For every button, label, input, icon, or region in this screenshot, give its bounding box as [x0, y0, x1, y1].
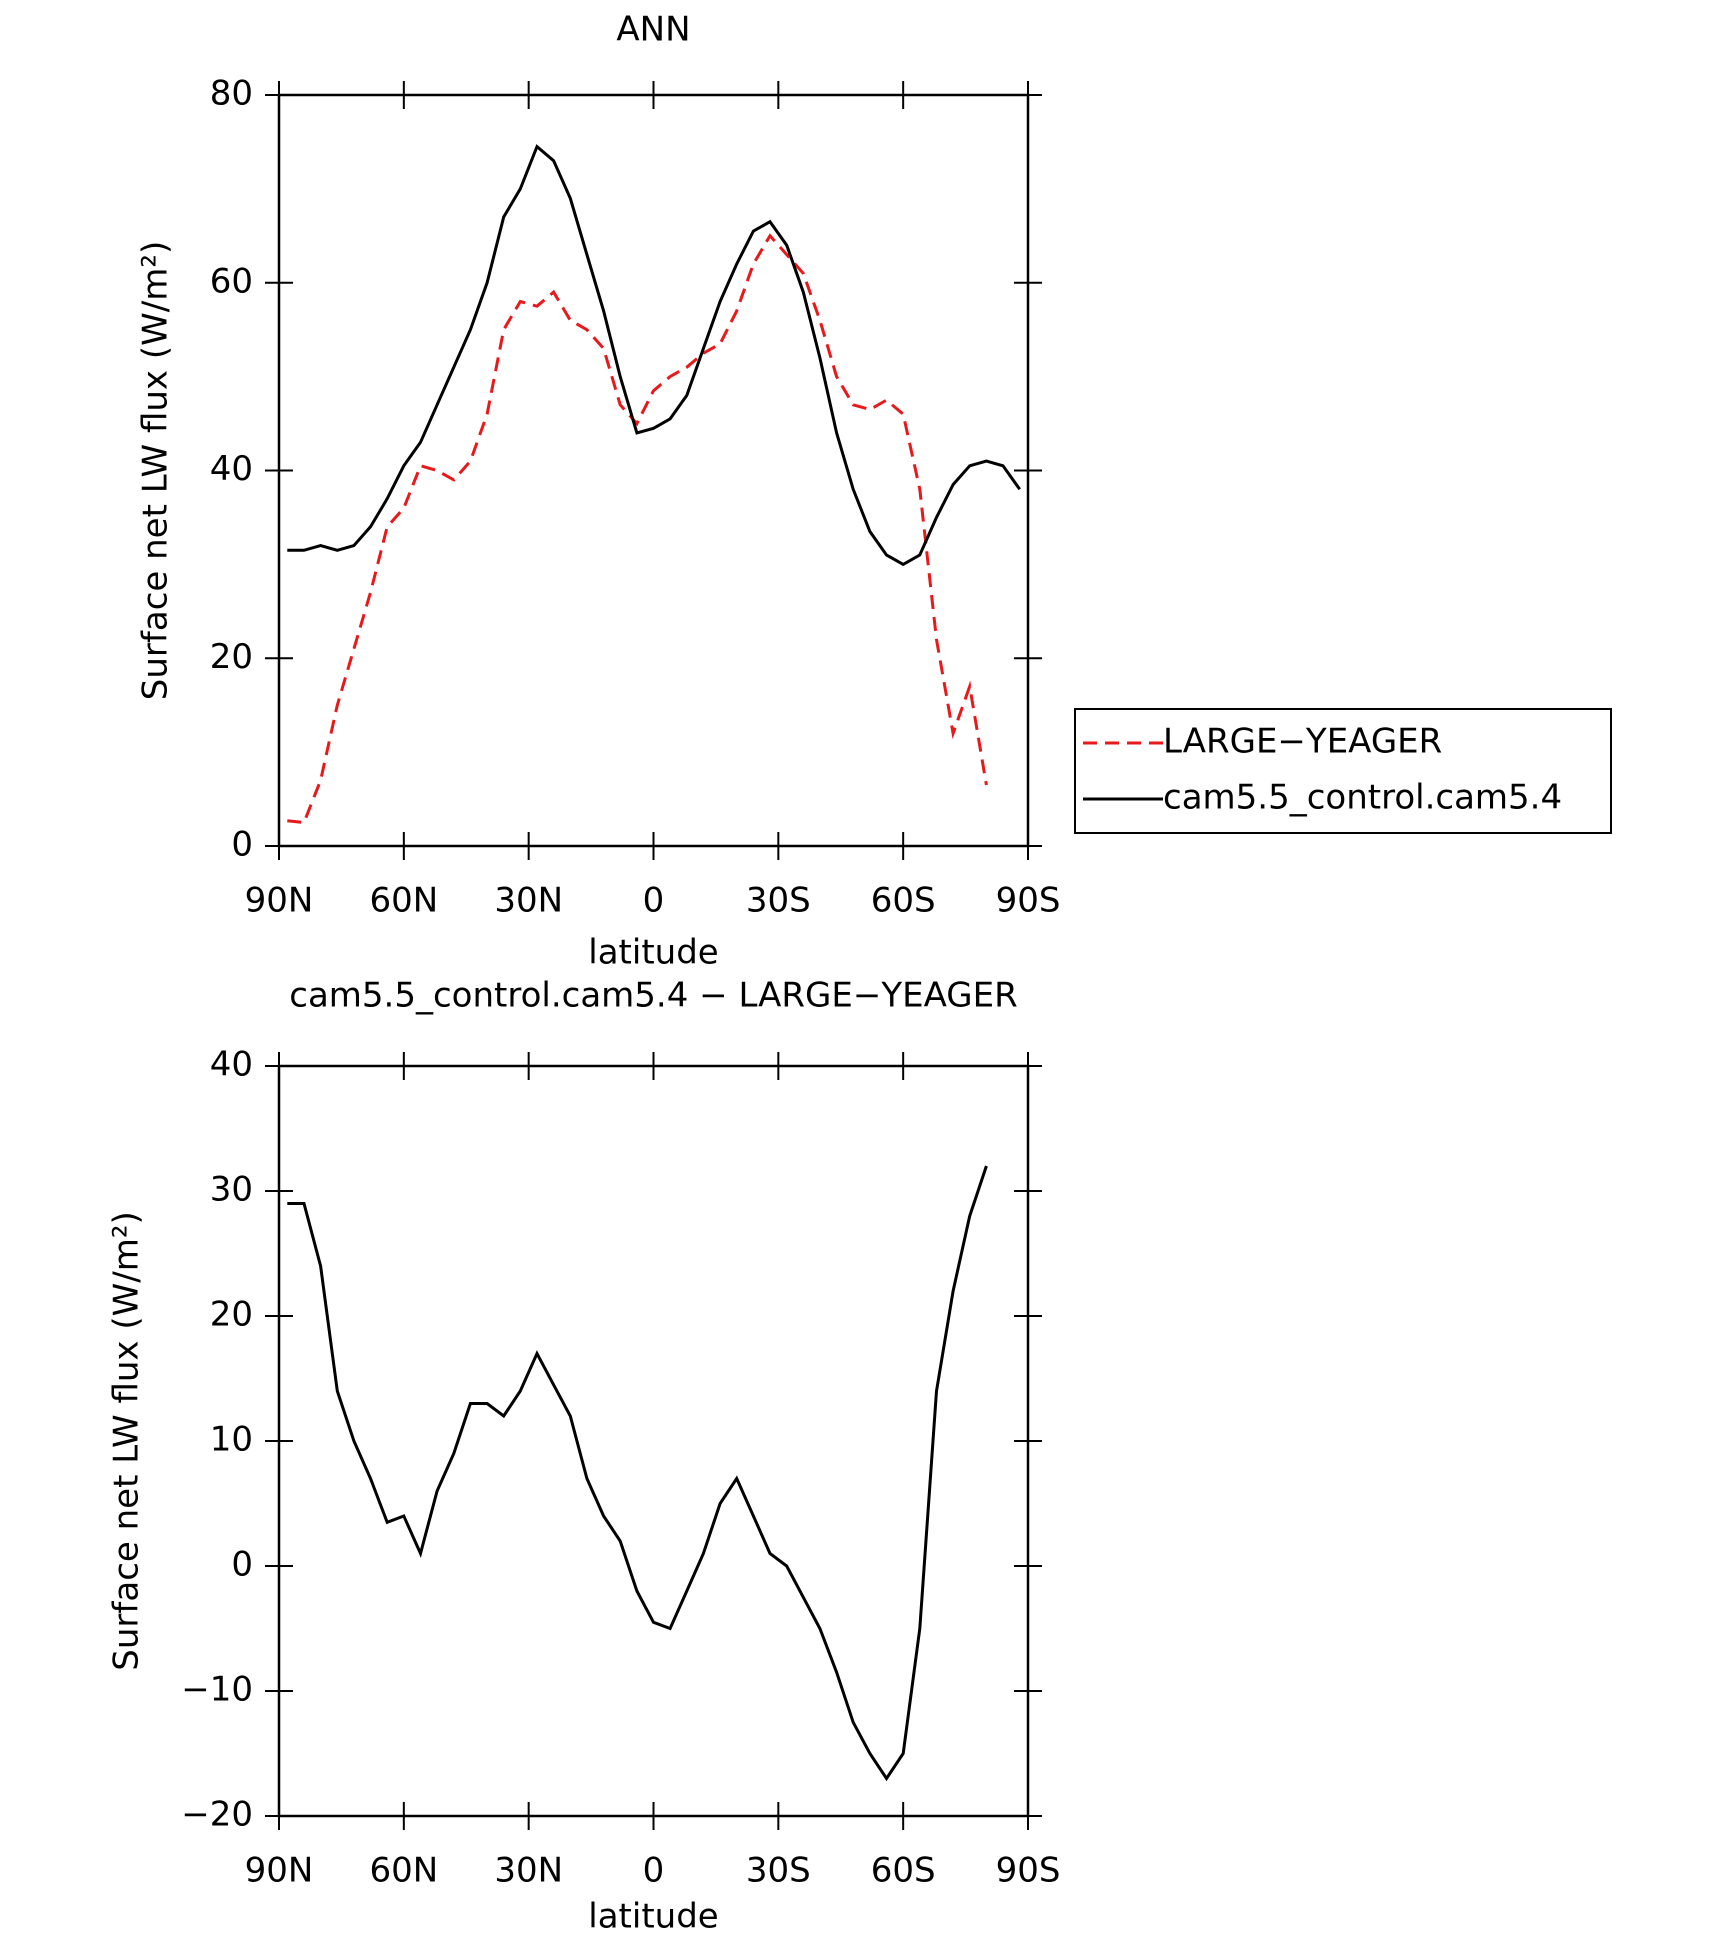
x-tick-label: 60S: [871, 881, 936, 921]
x-tick-label: 90S: [996, 1851, 1061, 1891]
x-tick-label: 90N: [245, 1851, 314, 1891]
x-tick-label: 60N: [369, 1851, 438, 1891]
chart-title: cam5.5_control.cam5.4 − LARGE−YEAGER: [289, 976, 1018, 1016]
y-tick-label: 40: [210, 1045, 253, 1085]
legend-label: LARGE−YEAGER: [1163, 722, 1442, 762]
x-tick-label: 90N: [245, 881, 314, 921]
legend-box: [1074, 708, 1612, 834]
x-axis-label: latitude: [588, 1897, 718, 1934]
chart-title: ANN: [616, 10, 690, 50]
y-axis-label: Surface net LW flux (W/m²): [136, 241, 176, 700]
y-tick-label: 0: [231, 1545, 253, 1585]
y-tick-label: 30: [210, 1170, 253, 1210]
y-axis-label: Surface net LW flux (W/m²): [107, 1211, 147, 1670]
series-line: [287, 233, 988, 825]
x-axis-label: latitude: [588, 933, 718, 973]
x-tick-label: 60S: [871, 1851, 936, 1891]
x-tick-label: 30N: [494, 1851, 563, 1891]
series-line: [287, 144, 1021, 567]
y-tick-label: 60: [210, 261, 253, 301]
y-tick-label: 0: [231, 825, 253, 865]
series-line: [287, 1165, 988, 1782]
x-tick-label: 30S: [746, 881, 811, 921]
x-tick-label: 90S: [996, 881, 1061, 921]
y-tick-label: 20: [210, 637, 253, 677]
y-tick-label: 10: [210, 1420, 253, 1460]
plot-frame: [277, 93, 1030, 848]
y-tick-label: −20: [181, 1795, 253, 1835]
x-tick-label: 0: [643, 881, 665, 921]
y-tick-label: 20: [210, 1295, 253, 1335]
y-tick-label: 80: [210, 74, 253, 114]
legend-label: cam5.5_control.cam5.4: [1163, 778, 1562, 818]
x-tick-label: 30N: [494, 881, 563, 921]
plot-frame: [277, 1064, 1030, 1818]
x-tick-label: 30S: [746, 1851, 811, 1891]
y-tick-label: 40: [210, 449, 253, 489]
y-tick-label: −10: [181, 1670, 253, 1710]
x-tick-label: 60N: [369, 881, 438, 921]
x-tick-label: 0: [643, 1851, 665, 1891]
